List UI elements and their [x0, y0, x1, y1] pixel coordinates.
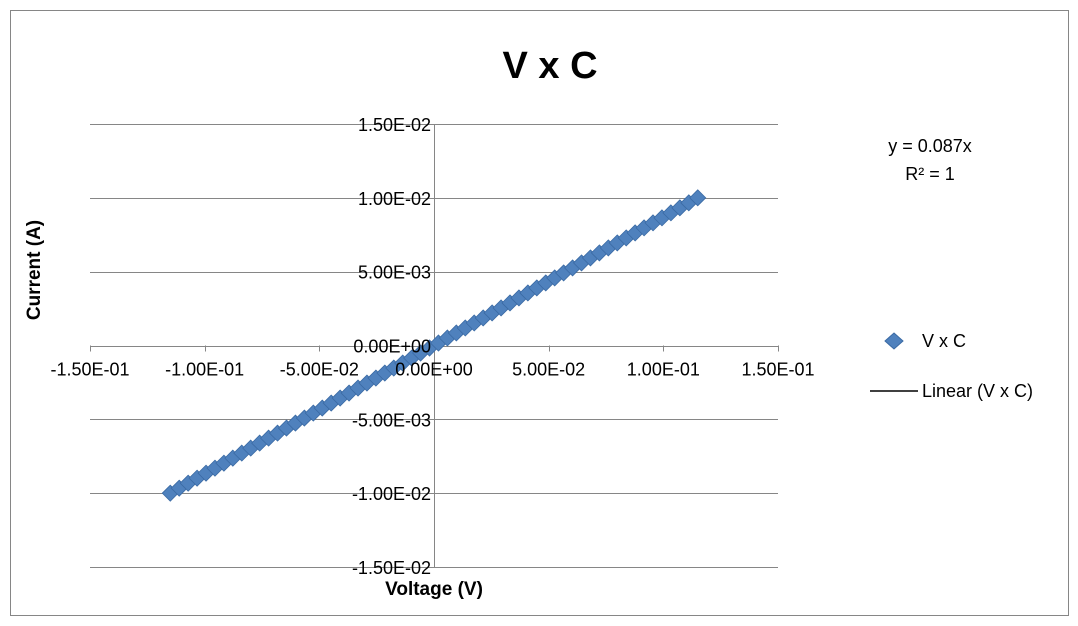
legend: V x C Linear (V x C): [870, 331, 1033, 401]
x-tick-label: -1.00E-01: [165, 360, 244, 380]
x-tick-label: -5.00E-02: [280, 360, 359, 380]
x-tick-label: 1.50E-01: [741, 360, 814, 380]
chart-border: [10, 10, 1069, 616]
y-tick-label: -1.50E-02: [352, 558, 431, 578]
x-tick-label: -1.50E-01: [50, 360, 129, 380]
y-tick-label: 5.00E-03: [358, 263, 431, 283]
data-point: [689, 189, 707, 207]
legend-marker-diamond: [884, 332, 904, 350]
x-tick-label: 5.00E-02: [512, 360, 585, 380]
x-tick-label: 0.00E+00: [395, 360, 473, 380]
legend-label-series: V x C: [922, 331, 966, 351]
y-tick-label: -1.00E-02: [352, 484, 431, 504]
y-tick-label: -5.00E-03: [352, 410, 431, 430]
y-tick-label: 0.00E+00: [353, 337, 431, 357]
legend-label-trendline: Linear (V x C): [922, 381, 1033, 401]
y-tick-label: 1.00E-02: [358, 189, 431, 209]
x-axis-label: Voltage (V): [385, 579, 483, 600]
trendline-r-squared: R² = 1: [905, 164, 955, 184]
y-tick-label: 1.50E-02: [358, 115, 431, 135]
chart-title: V x C: [502, 45, 597, 87]
trendline-equation: y = 0.087x: [888, 136, 972, 156]
y-axis-label: Current (A): [24, 220, 45, 320]
data-points: [161, 189, 707, 502]
tick-labels: -1.50E-01 -1.00E-01 -5.00E-02 0.00E+00 5.00E…: [50, 115, 814, 578]
x-tick-label: 1.00E-01: [627, 360, 700, 380]
